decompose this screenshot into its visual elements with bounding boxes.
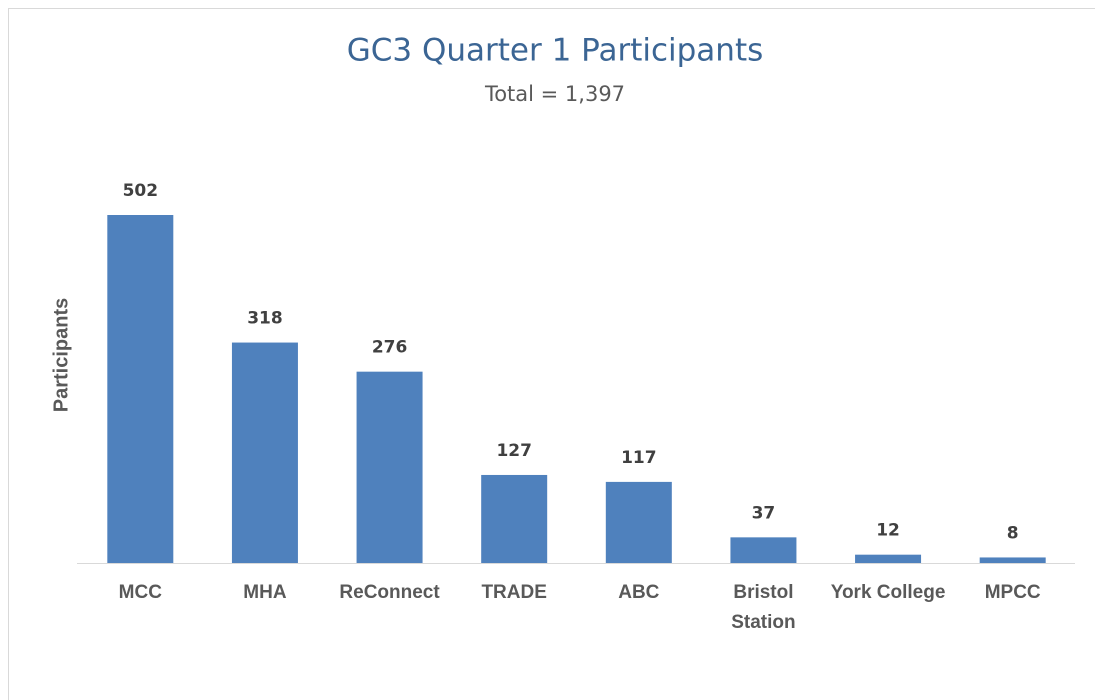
- data-label: 127: [496, 441, 532, 461]
- bar: [231, 342, 298, 563]
- bar: [356, 371, 423, 563]
- bar: [481, 474, 548, 563]
- x-tick-label: York College: [830, 582, 946, 603]
- x-tick-label: MPCC: [984, 582, 1041, 603]
- x-tick-label: Bristol Station: [731, 582, 796, 633]
- bar: [107, 215, 174, 563]
- data-label: 502: [123, 181, 159, 201]
- chart-border: [8, 8, 1095, 700]
- x-tick-label: ReConnect: [339, 582, 440, 603]
- bar: [979, 557, 1046, 563]
- bar: [855, 554, 922, 563]
- chart-title: GC3 Quarter 1 Participants: [347, 33, 764, 69]
- data-label: 8: [1007, 523, 1019, 543]
- x-tick-label: ABC: [618, 582, 660, 603]
- data-label: 12: [876, 521, 900, 541]
- x-tick-label: TRADE: [481, 582, 547, 603]
- data-label: 117: [621, 448, 657, 468]
- chart-subtitle: Total = 1,397: [484, 82, 625, 106]
- data-label: 37: [752, 503, 776, 523]
- bar: [605, 481, 672, 563]
- bar: [730, 537, 797, 563]
- y-axis-label: Participants: [50, 298, 72, 412]
- data-label: 276: [372, 338, 408, 358]
- x-tick-label: MCC: [118, 582, 162, 603]
- x-tick-label: MHA: [243, 582, 287, 603]
- data-label: 318: [247, 309, 283, 329]
